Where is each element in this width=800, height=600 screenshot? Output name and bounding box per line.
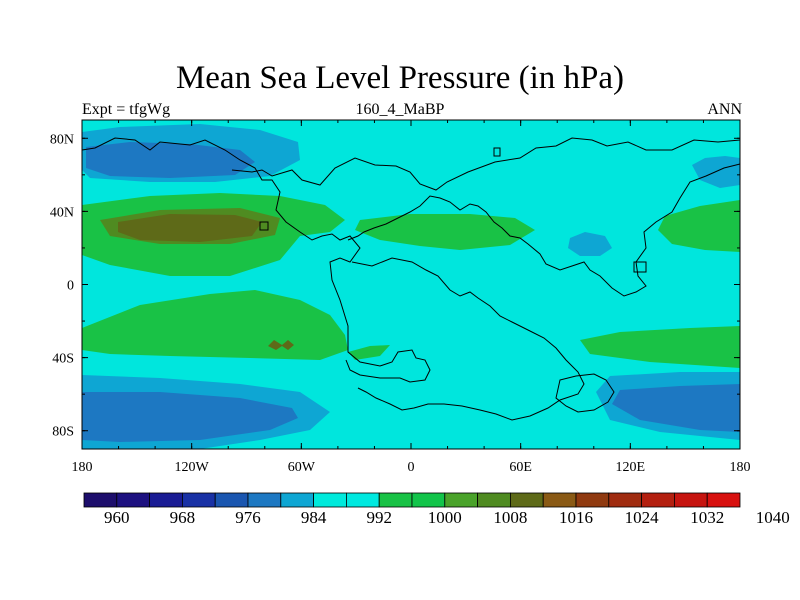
coastline-eurasia [347,163,741,297]
colorbar-swatch [116,492,151,508]
region-nh-low-mid [86,142,255,178]
coastline-africa-south [351,257,585,421]
region-sh-high-core [268,340,294,350]
axis-ticks: 180 120W 60W 0 60E 120E 180 80N 40N 0 40S 80S [50,120,751,475]
time-label: 160_4_MaBP [355,101,445,118]
x-tick-label: 0 [408,460,415,475]
y-tick-label: 80N [50,132,74,147]
coastline-island-1 [633,261,647,273]
colorbar-label: 1032 [690,508,725,527]
colorbar-swatch [608,492,642,508]
colorbar-label: 1000 [427,508,462,527]
colorbar-label: 1040 [755,508,790,527]
region-east-high [658,200,740,252]
colorbar-label: 960 [104,508,130,527]
colorbar-label: 1008 [493,508,528,527]
colorbar-swatch [477,492,511,508]
colorbar-swatch [509,492,544,508]
colorbar-swatch [247,492,282,508]
x-tick-label: 180 [730,460,751,475]
colorbar-label: 984 [300,508,327,527]
x-tick-label: 60E [509,460,532,475]
colorbar-swatch [444,492,478,508]
x-tick-label: 60W [288,460,316,475]
colorbar-swatch [345,492,380,508]
colorbar-swatch [149,492,183,508]
season-label: ANN [707,101,742,118]
colorbar-label: 976 [235,508,261,527]
colorbar-swatch [674,492,708,508]
region-sh-high-belt [82,290,348,360]
region-nh-high-core [118,214,262,242]
coastline-island-2 [493,147,501,157]
coastline-north-america [81,137,431,383]
colorbar-swatch [280,492,314,508]
colorbar-swatch [575,492,610,508]
colorbar-label: 1024 [624,508,659,527]
y-tick-label: 0 [67,279,74,294]
colorbar-swatch [378,492,413,508]
colorbar [83,492,741,508]
y-tick-label: 40S [52,352,74,367]
colorbar-swatch [214,492,249,508]
experiment-label: Expt = tfgWg [82,101,171,118]
region-tethys-high [355,214,535,250]
colorbar-swatch [411,492,446,508]
x-tick-label: 120E [616,460,646,475]
region-sh-high-east [580,326,740,368]
coastline-greenland-arctic [231,137,741,191]
y-tick-label: 80S [52,425,74,440]
colorbar-swatch [313,492,347,508]
coastlines [81,137,741,421]
colorbar-swatch [181,492,216,508]
region-sh-low-east-mid [612,384,740,432]
colorbar-swatch [542,492,577,508]
region-asia-low [568,232,612,256]
colorbar-label: 1016 [559,508,593,527]
colorbar-swatch [706,492,741,508]
chart-title: Mean Sea Level Pressure (in hPa) [175,60,625,96]
x-tick-label: 120W [175,460,210,475]
coastline-island-3 [259,221,269,231]
y-tick-label: 40N [50,205,74,220]
x-tick-label: 180 [72,460,93,475]
region-sh-high-small [348,345,390,360]
colorbar-label: 992 [366,508,392,527]
pressure-field [82,120,740,449]
colorbar-label: 968 [169,508,196,527]
region-sh-low-mid [82,392,298,442]
colorbar-swatch [641,492,675,508]
coastline-australia-region [555,373,615,413]
colorbar-swatch [83,492,118,508]
